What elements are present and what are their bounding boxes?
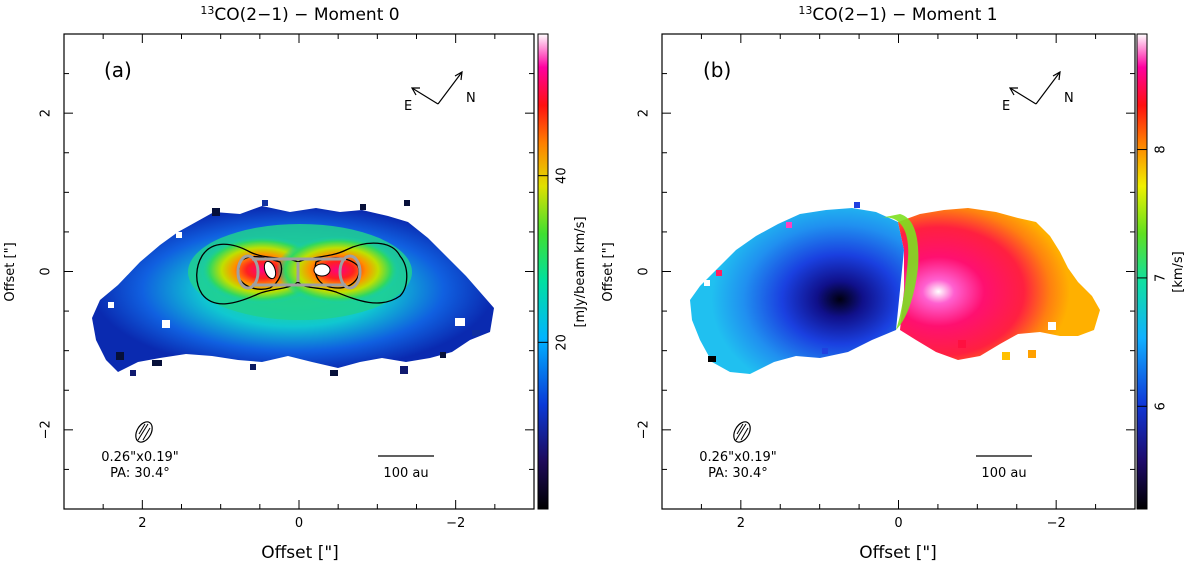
panel-a-beam-pa: PA: 30.4° (110, 466, 170, 481)
panel-b-colorbar (1136, 33, 1148, 510)
compass-north-label: N (466, 91, 476, 106)
panel-b-label: (b) (703, 58, 731, 82)
panel-a-ylabel: Offset ["] (3, 242, 18, 301)
panel-b-xlabel: Offset ["] (859, 543, 937, 563)
colorbar-tick-label: 7 (1154, 274, 1169, 282)
compass-east-label: E (1002, 99, 1010, 114)
y-tick-label: 0 (39, 267, 54, 275)
north-arrow (1035, 71, 1061, 105)
panel-a: 13CO(2−1) − Moment 0 (3, 4, 588, 563)
x-tick-label: 2 (138, 516, 146, 531)
x-tick-label: 0 (894, 516, 902, 531)
panel-b-compass: N E (1002, 70, 1074, 114)
panel-b-title-sup: 13 (798, 4, 812, 17)
y-tick-label: 2 (637, 109, 652, 117)
panel-a-peak-left (263, 260, 277, 280)
panel-a-title: 13CO(2−1) − Moment 0 (200, 4, 399, 25)
panel-b-beam-pa: PA: 30.4° (708, 466, 768, 481)
panel-a-title-sup: 13 (200, 4, 214, 17)
panel-b-beam-size: 0.26"x0.19" (699, 450, 777, 465)
panel-a-noise-speckles (108, 200, 480, 376)
panel-a-image (92, 200, 494, 376)
colorbar-tick-label: 8 (1154, 145, 1169, 153)
y-tick-label: −2 (39, 420, 54, 439)
panel-b-speckles (704, 202, 1056, 362)
panel-a-compass: N E (404, 70, 476, 114)
panel-a-colorbar-label: [mJy/beam km/s] (573, 216, 588, 327)
panel-a-title-main: CO(2−1) − Moment 0 (214, 5, 399, 25)
panel-a-colorbar (537, 33, 549, 510)
panel-a-peak-right (313, 263, 331, 277)
panel-a-contour-left (237, 255, 283, 290)
panel-b-image (690, 202, 1100, 374)
panel-b-colorbar-label: [km/s] (1171, 251, 1186, 293)
east-arrow (411, 87, 439, 105)
panel-b-blue-side (690, 208, 904, 374)
colorbar-tick-label: 6 (1154, 402, 1169, 410)
panel-b: 13CO(2−1) − Moment 1 2 0 −2 2 0 −2 (b) (601, 4, 1186, 563)
x-tick-label: −2 (446, 516, 465, 531)
panel-a-grey-markers (236, 254, 362, 290)
panel-a-ticks: 2 0 −2 2 0 −2 (39, 33, 535, 531)
beam-ellipse (135, 421, 153, 443)
north-arrow (437, 71, 463, 105)
colorbar-tick-label: 40 (555, 167, 570, 184)
east-arrow (1009, 87, 1037, 105)
panel-b-title-main: CO(2−1) − Moment 1 (812, 5, 997, 25)
panel-a-xlabel: Offset ["] (261, 543, 339, 563)
x-tick-label: −2 (1047, 516, 1066, 531)
panel-b-title: 13CO(2−1) − Moment 1 (798, 4, 997, 25)
colorbar-tick-label: 20 (555, 334, 570, 351)
panel-b-ylabel: Offset ["] (601, 242, 616, 301)
panel-a-label: (a) (104, 58, 132, 82)
y-tick-label: −2 (637, 420, 652, 439)
panel-a-beam-size: 0.26"x0.19" (101, 450, 179, 465)
compass-east-label: E (404, 99, 412, 114)
panel-b-systemic-band (880, 214, 919, 330)
panel-a-beam: 0.26"x0.19" PA: 30.4° (101, 421, 179, 481)
panel-b-beam: 0.26"x0.19" PA: 30.4° (699, 421, 777, 481)
panel-b-red-side (898, 208, 1100, 360)
y-tick-label: 0 (637, 267, 652, 275)
panel-b-colorbar-ticks: 6 7 8 (1137, 145, 1169, 410)
x-tick-label: 0 (295, 516, 303, 531)
panel-a-scalebar: 100 au (378, 455, 434, 481)
panel-b-scalebar-label: 100 au (981, 466, 1026, 481)
y-tick-label: 2 (39, 109, 54, 117)
beam-ellipse (733, 421, 751, 443)
panel-a-scalebar-label: 100 au (383, 466, 428, 481)
x-tick-label: 2 (737, 516, 745, 531)
panel-a-right-lobe (276, 236, 400, 304)
panel-b-scalebar: 100 au (976, 455, 1032, 481)
compass-north-label: N (1064, 91, 1074, 106)
panel-b-ticks: 2 0 −2 2 0 −2 (637, 33, 1136, 531)
